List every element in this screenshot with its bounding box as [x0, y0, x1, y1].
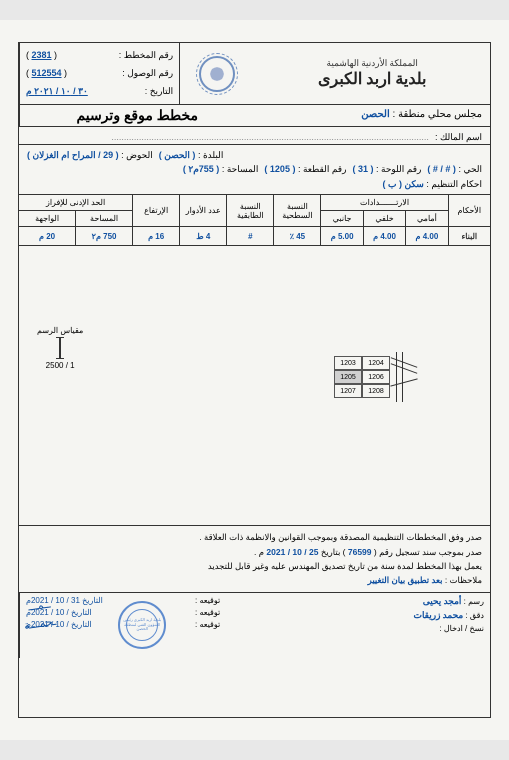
sheet-value: ( 31 )	[352, 164, 373, 174]
footer-line1: صدر وفق المخططات التنظيمية المصدقة وبموج…	[27, 530, 482, 544]
footer-line3: يعمل بهذا المخطط لمدة سنة من تاريخ تصديق…	[27, 559, 482, 573]
basin-label: الحوض :	[121, 150, 153, 160]
zoning-label: احكام التنظيم :	[426, 179, 482, 189]
kingdom-text: المملكة الأردنية الهاشمية	[262, 58, 482, 69]
th-setbacks: الارتـــــــدادات	[321, 195, 447, 211]
footer-notes-line: ملاحظات : بعد تطبيق بيان التغيير	[27, 573, 482, 587]
td-side: 5.00 م	[321, 227, 362, 245]
arrival-no-value: 512554	[32, 68, 62, 78]
reg-date-value: 25 / 10 / 2021	[266, 547, 318, 557]
document-title: مخطط موقع وترسيم	[19, 105, 255, 126]
th-rear: خلفي	[364, 211, 405, 227]
plan-no-label: رقم المخطط :	[119, 50, 173, 61]
plot-cell: 1206	[362, 370, 390, 384]
plot-cell: 1207	[334, 384, 362, 398]
council-cell: مجلس محلي منطقة : الحصن	[255, 105, 491, 126]
document-frame: المملكة الأردنية الهاشمية بلدية اربد الك…	[18, 42, 491, 718]
road-lines	[390, 352, 420, 402]
td-rear: 4.00 م	[364, 227, 405, 245]
th-floors: عدد الأدوار	[180, 195, 226, 227]
owner-block: اسم المالك : ...........................…	[19, 127, 490, 145]
document-page: المملكة الأردنية الهاشمية بلدية اربد الك…	[0, 20, 509, 740]
th-rules: الأحكام	[449, 195, 490, 227]
notes-value: بعد تطبيق بيان التغيير	[368, 575, 443, 585]
district-label: الحي :	[458, 164, 482, 174]
plot-label: رقم القطعة :	[298, 164, 347, 174]
signature-stamps: بلدية اربد الكبرى رئيس الشؤون الفني لمنط…	[19, 593, 226, 658]
scale-value: 1 / 2500	[37, 361, 83, 370]
scale-bar-icon	[59, 337, 61, 359]
area-label: المساحة :	[222, 164, 259, 174]
scale-label: مقياس الرسم	[37, 326, 83, 335]
basin-value: ( 29 / المراح ام الغزلان )	[27, 150, 119, 160]
regulations-table: الأحكام البناء الارتـــــــدادات أمامي 4…	[19, 195, 490, 246]
footer-notes: صدر وفق المخططات التنظيمية المصدقة وبموج…	[19, 526, 490, 593]
town-label: البلدة :	[198, 150, 223, 160]
th-min-frontage: الحد الإدنى للإفراز	[19, 195, 132, 211]
plot-cell-highlight: 1205	[334, 370, 362, 384]
td-coverage: 45 ٪	[274, 227, 320, 245]
sig-label: توقيعه :	[195, 596, 220, 605]
area-value: ( 755م٢ )	[183, 164, 219, 174]
plot-cell: 1208	[362, 384, 390, 398]
plot-cell: 1203	[334, 356, 362, 370]
checked-name: محمد زريقات	[413, 610, 463, 620]
header-meta-cell: رقم المخطط : ( 2381 ) رقم الوصول : ( 512…	[19, 43, 179, 104]
district-value: ( # / # )	[427, 164, 456, 174]
plot-cell: 1204	[362, 356, 390, 370]
plan-no-value: 2381	[32, 50, 52, 60]
zoning-value: سكن ( ب )	[383, 179, 424, 189]
reg-no-value: 76599	[348, 547, 372, 557]
signature-names: رسم : أمجد يحيى دقق : محمد زريقات نسخ / …	[226, 593, 490, 658]
checked-label: دقق :	[465, 611, 484, 620]
th-area: المساحة	[76, 211, 132, 227]
th-side: جانبي	[321, 211, 362, 227]
header-title-cell: المملكة الأردنية الهاشمية بلدية اربد الك…	[254, 43, 490, 104]
th-frontage: الواجهة	[19, 211, 75, 227]
th-floor-ratio: النسبة الطابقية	[227, 195, 273, 227]
drawn-label: رسم :	[464, 597, 484, 606]
municipality-name: بلدية اربد الكبرى	[262, 69, 482, 89]
scale-indicator: مقياس الرسم 1 / 2500	[37, 326, 83, 370]
td-height: 16 م	[133, 227, 179, 245]
date-value: ٣٠ / ١٠ / ٢٠٢١ م	[26, 86, 88, 97]
td-front: 4.00 م	[406, 227, 447, 245]
site-map: مقياس الرسم 1 / 2500 1204 1203 1206 1205…	[19, 246, 490, 526]
td-frontage: 20 م	[19, 227, 75, 245]
council-label: مجلس محلي منطقة :	[393, 109, 482, 120]
plot-value: ( 1205 )	[264, 164, 295, 174]
copied-label: نسخ / ادخال :	[439, 624, 484, 633]
header-row: المملكة الأردنية الهاشمية بلدية اربد الك…	[19, 43, 490, 105]
td-area: 750 م٢	[76, 227, 132, 245]
signature-block: رسم : أمجد يحيى دقق : محمد زريقات نسخ / …	[19, 593, 490, 658]
town-value: ( الحصن )	[159, 150, 196, 160]
date-label: التاريخ :	[145, 86, 173, 97]
owner-label: اسم المالك :	[435, 130, 482, 144]
td-label: البناء	[449, 227, 490, 245]
footer-line2: صدر بموجب سند تسجيل رقم ( 76599 ) بتاريخ…	[27, 545, 482, 559]
arrival-no-label: رقم الوصول :	[122, 68, 173, 79]
title-row: مجلس محلي منطقة : الحصن مخطط موقع وترسيم	[19, 105, 490, 127]
th-height: الإرتفاع	[133, 195, 179, 227]
stamp-text: بلدية اربد الكبرى رئيس الشؤون الفني لمنط…	[120, 618, 164, 631]
th-front: أمامي	[406, 211, 447, 227]
td-floors: 4 ط	[180, 227, 226, 245]
td-floor-ratio: #	[227, 227, 273, 245]
municipality-logo-icon	[199, 56, 235, 92]
th-coverage: النسبة السطحية	[274, 195, 320, 227]
council-value: الحصن	[361, 109, 390, 120]
logo-cell	[179, 43, 254, 104]
sheet-label: رقم اللوحة :	[376, 164, 421, 174]
plot-diagram: 1204 1203 1206 1205 1208 1207	[334, 356, 390, 398]
drawn-name: أمجد يحيى	[423, 596, 462, 606]
signature-scribble-icon: ـحمـــة	[23, 615, 57, 632]
official-stamp-icon: بلدية اربد الكبرى رئيس الشؤون الفني لمنط…	[118, 601, 166, 649]
owner-dots: ........................................…	[111, 130, 429, 144]
location-block: البلدة : ( الحصن ) الحوض : ( 29 / المراح…	[19, 145, 490, 195]
